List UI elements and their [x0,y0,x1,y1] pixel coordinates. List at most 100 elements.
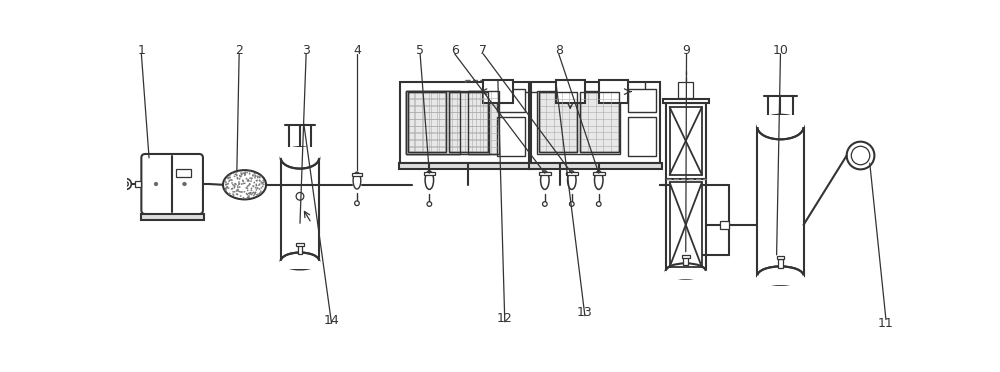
Circle shape [847,142,874,169]
Text: 8: 8 [555,44,563,57]
Circle shape [253,186,254,187]
Text: 5: 5 [416,44,424,57]
Circle shape [253,195,255,196]
Circle shape [256,180,258,181]
Circle shape [229,180,231,181]
Circle shape [237,177,238,179]
Text: 9: 9 [683,44,690,57]
Bar [539,172,551,175]
Circle shape [227,177,229,179]
Circle shape [228,178,229,179]
Circle shape [238,183,240,185]
Circle shape [242,180,244,181]
Circle shape [259,177,261,178]
Ellipse shape [666,263,706,279]
Bar [399,163,531,169]
Bar [757,115,804,127]
Circle shape [230,179,232,181]
Circle shape [254,175,256,177]
Circle shape [259,188,260,190]
Circle shape [248,180,250,182]
Circle shape [251,187,252,189]
Bar [298,245,302,254]
Circle shape [253,192,254,193]
Circle shape [263,183,265,185]
Circle shape [247,180,248,182]
Circle shape [249,183,250,185]
Bar [400,82,529,163]
Circle shape [229,193,230,194]
Ellipse shape [223,170,266,199]
Circle shape [251,194,252,195]
Circle shape [240,176,241,177]
Circle shape [249,184,250,185]
Circle shape [240,191,242,193]
Circle shape [241,191,243,193]
Circle shape [251,192,253,194]
Circle shape [226,187,228,189]
Bar [670,107,702,175]
Bar [352,173,362,176]
Circle shape [242,180,244,182]
Circle shape [259,193,260,195]
Circle shape [237,190,239,192]
Circle shape [229,177,230,178]
Circle shape [427,202,432,206]
Circle shape [253,182,255,183]
Circle shape [245,173,246,174]
Circle shape [240,172,242,174]
Bar [778,259,783,268]
Text: 7: 7 [479,44,487,57]
Circle shape [252,175,254,177]
Circle shape [258,176,260,177]
Circle shape [260,176,262,177]
Circle shape [246,193,247,195]
Circle shape [251,190,252,191]
Circle shape [124,182,128,186]
Circle shape [239,191,240,192]
Circle shape [261,181,262,183]
Circle shape [248,196,249,198]
Circle shape [242,183,244,184]
Circle shape [260,190,262,192]
Circle shape [236,189,238,191]
Bar [539,92,577,153]
Circle shape [225,189,226,191]
Circle shape [254,173,255,174]
Text: 4: 4 [353,44,361,57]
Circle shape [262,182,263,183]
Text: 3: 3 [302,44,310,57]
Circle shape [247,194,248,195]
Circle shape [245,187,247,189]
Circle shape [234,183,236,185]
Text: 14: 14 [324,314,339,327]
Ellipse shape [281,253,319,269]
Bar [720,221,729,229]
Circle shape [236,174,237,175]
Circle shape [256,180,257,182]
Circle shape [247,197,248,198]
Bar [468,91,499,154]
FancyBboxPatch shape [141,154,203,214]
Circle shape [232,184,234,185]
Circle shape [257,177,258,178]
Ellipse shape [541,171,549,189]
Ellipse shape [595,171,603,189]
Text: 12: 12 [497,312,513,325]
Ellipse shape [425,171,434,189]
Text: 2: 2 [235,44,243,57]
Circle shape [225,189,227,191]
Circle shape [259,180,260,181]
Circle shape [254,177,256,179]
Circle shape [225,184,227,185]
Circle shape [241,175,242,177]
Bar [529,163,662,169]
Circle shape [233,195,234,196]
Circle shape [256,194,258,196]
Circle shape [241,173,243,175]
Circle shape [227,183,229,185]
Circle shape [249,171,251,173]
Text: 6: 6 [451,44,459,57]
Circle shape [232,173,234,174]
Circle shape [249,170,250,172]
